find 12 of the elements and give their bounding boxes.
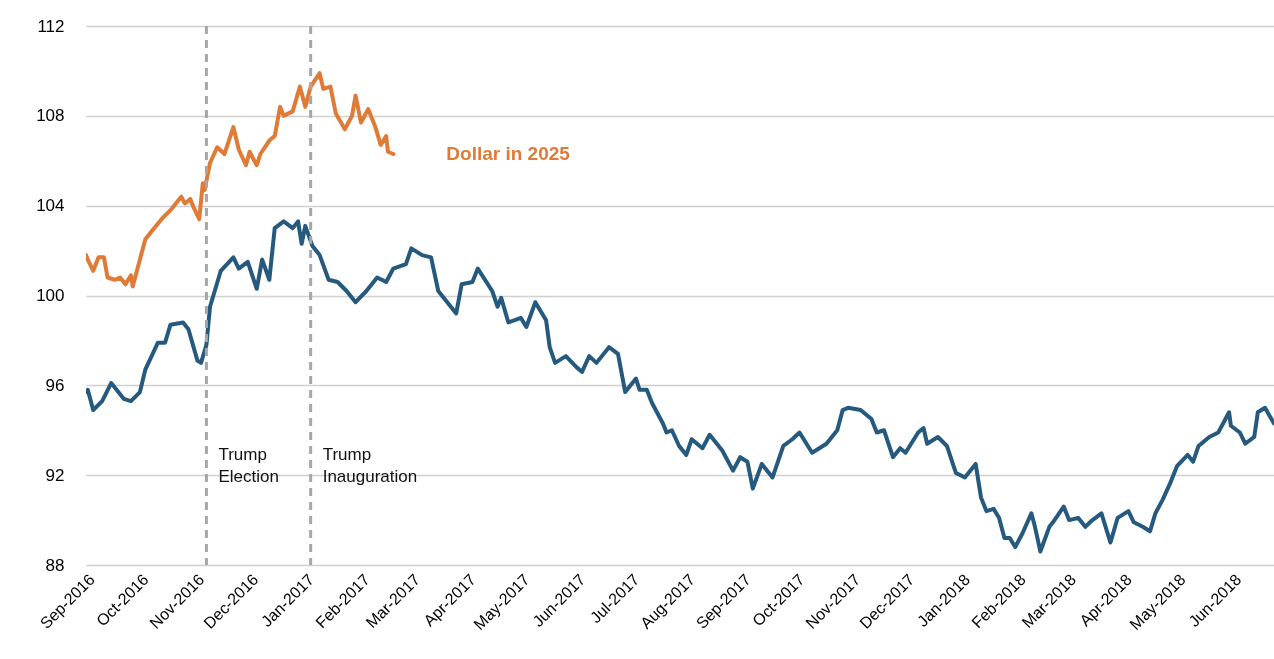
y-tick-label: 100 (36, 286, 65, 305)
ref-line-label: Trump Inauguration (322, 444, 418, 486)
y-tick-label: 88 (45, 555, 65, 575)
y-tick-label: 92 (45, 465, 65, 485)
line-series (86, 219, 1274, 554)
y-tick-label: 112 (37, 16, 65, 36)
ref-line-label: Trump Election (218, 444, 279, 486)
text: Dollar in 2025 (446, 143, 571, 165)
y-tick-label: 108 (36, 106, 65, 126)
line-series (86, 71, 396, 289)
y-tick-label: 96 (45, 375, 65, 395)
y-tick-label: 104 (36, 196, 65, 216)
